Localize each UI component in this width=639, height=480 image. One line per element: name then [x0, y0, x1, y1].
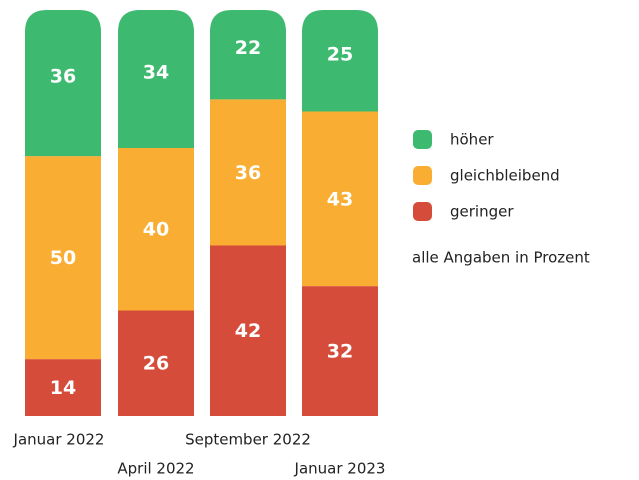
value-label: 42	[235, 320, 261, 342]
value-label: 34	[143, 62, 169, 84]
bar-segment	[210, 10, 286, 100]
value-label: 26	[143, 353, 169, 375]
legend-label: höher	[450, 131, 494, 149]
bar-segment	[302, 10, 378, 112]
value-label: 36	[50, 66, 76, 88]
bar-segment	[118, 310, 194, 416]
value-label: 22	[235, 37, 261, 59]
x-tick-label: September 2022	[185, 431, 311, 449]
value-label: 50	[50, 247, 76, 269]
legend-swatch	[413, 166, 432, 185]
x-tick-label: April 2022	[117, 460, 194, 478]
value-label: 40	[143, 219, 169, 241]
value-label: 43	[327, 188, 353, 210]
x-tick-label: Januar 2022	[13, 431, 105, 449]
value-label: 36	[235, 162, 261, 184]
bar-segment	[210, 99, 286, 246]
bar-segment	[25, 156, 101, 360]
bar-segment	[25, 10, 101, 157]
legend-label: geringer	[450, 203, 514, 221]
x-tick-label: Januar 2023	[294, 460, 386, 478]
value-label: 32	[327, 341, 353, 363]
value-label: 14	[50, 377, 76, 399]
bar-segment	[118, 10, 194, 149]
bar-segment	[302, 111, 378, 287]
legend-label: gleichbleibend	[450, 167, 560, 185]
bar-segment	[210, 245, 286, 416]
bar-segment	[118, 148, 194, 311]
legend-swatch	[413, 202, 432, 221]
note: alle Angaben in Prozent	[412, 249, 590, 267]
value-label: 25	[327, 43, 353, 65]
legend-swatch	[413, 130, 432, 149]
bar-segment	[302, 286, 378, 416]
bar-segment	[25, 359, 101, 416]
